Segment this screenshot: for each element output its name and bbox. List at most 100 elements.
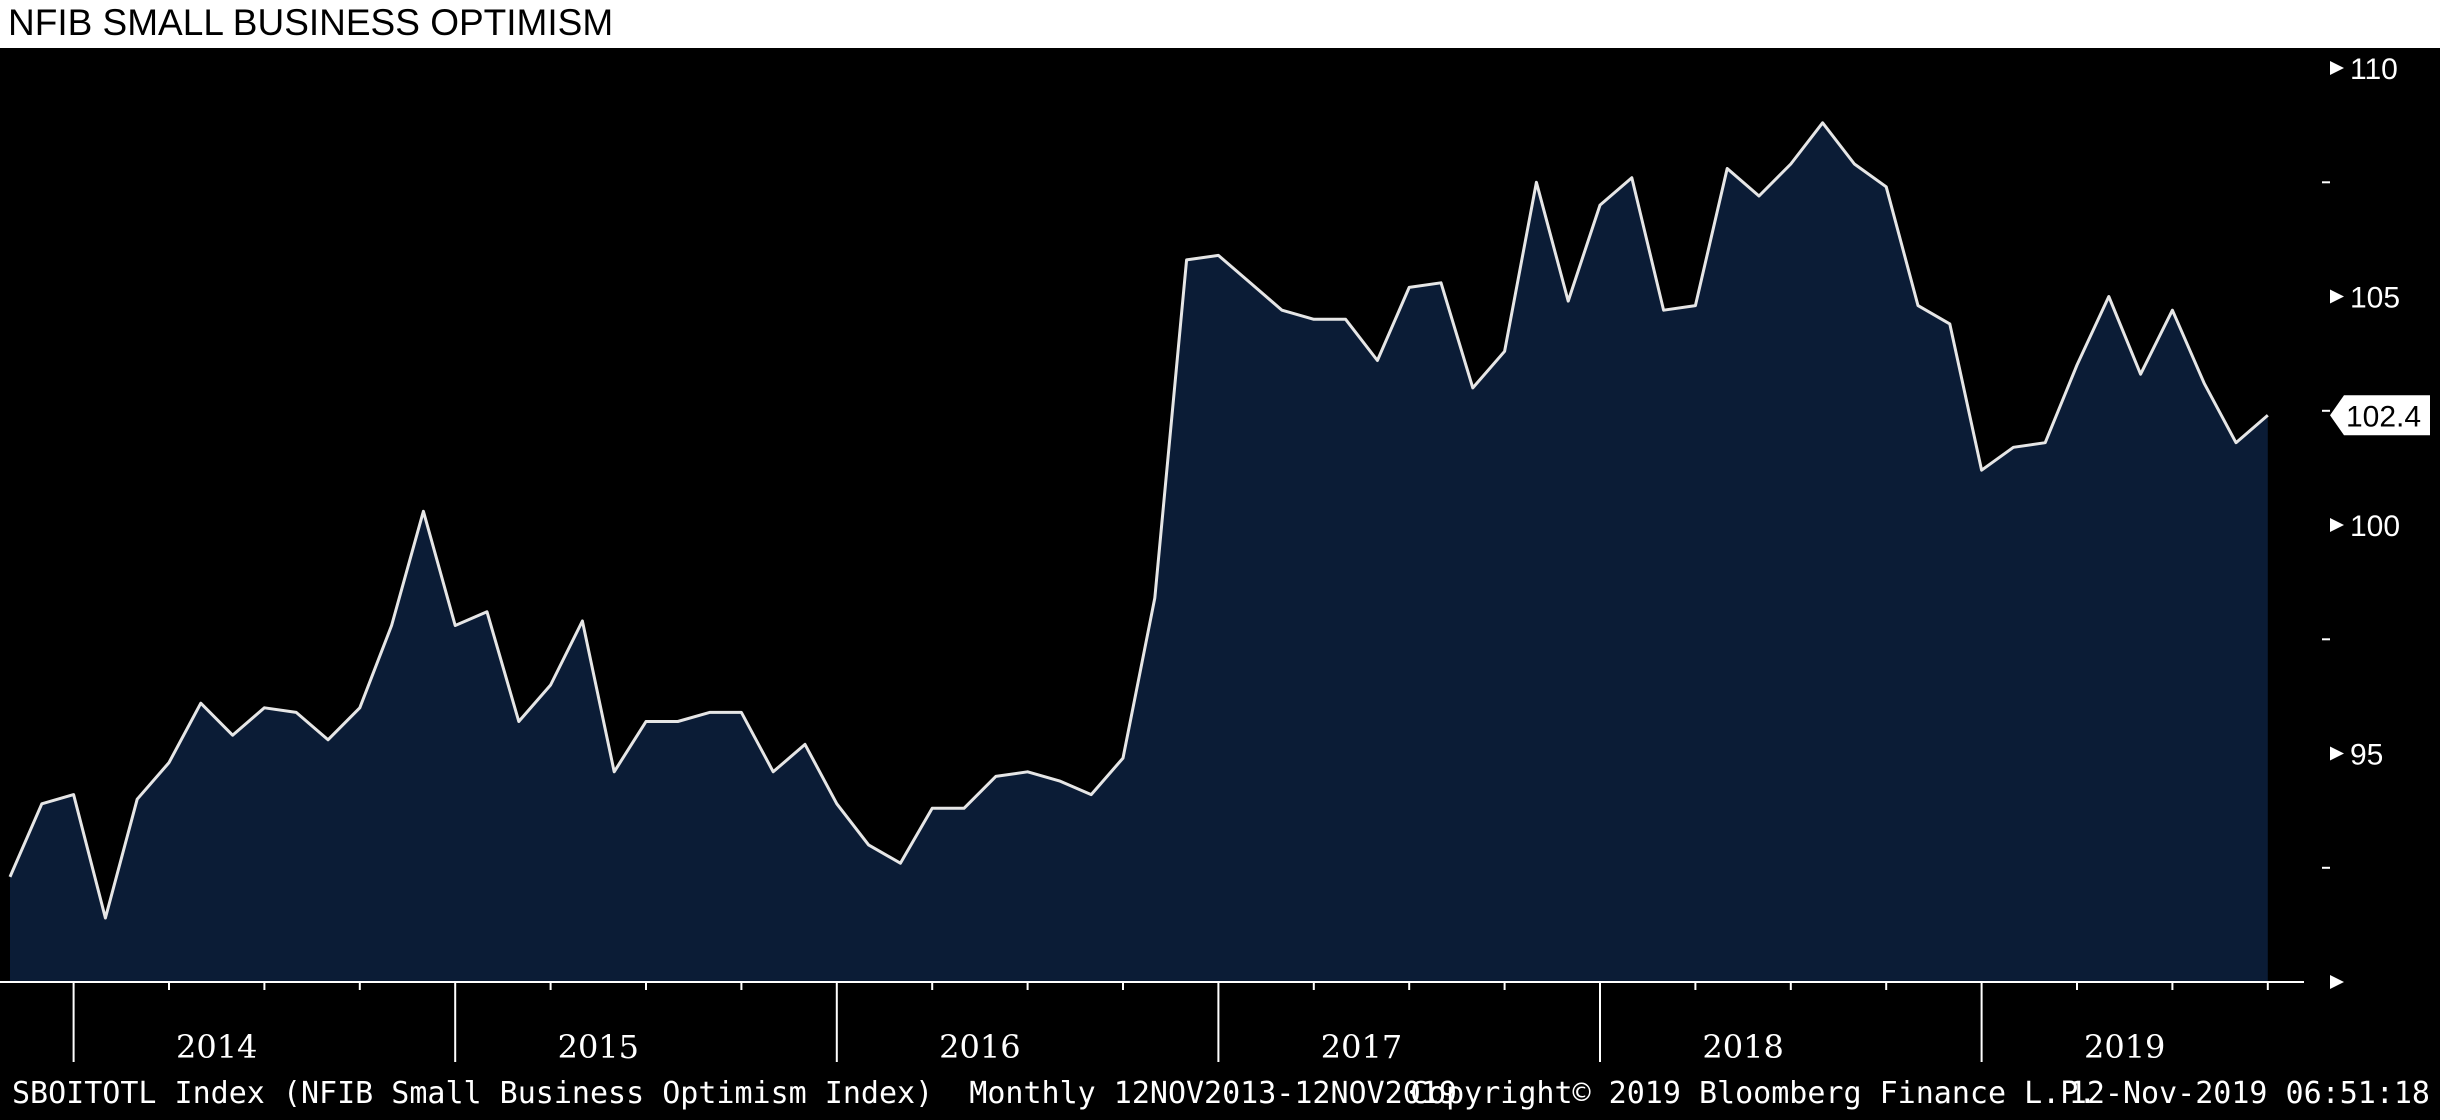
x-axis: 2014 2015 2016 2017 2018 2019 [0,981,2304,1066]
data-point [1820,120,1826,126]
data-point [707,709,713,715]
data-point [1438,280,1444,286]
data-point [929,805,935,811]
data-point [1247,280,1253,286]
y-tick-label: 105 [2350,282,2400,315]
x-tick-label: 2019 [2084,1028,2165,1066]
data-point [516,719,522,725]
data-point [230,732,236,738]
data-point [134,796,140,802]
data-point [39,801,45,807]
data-point [1692,303,1698,309]
data-point [579,618,585,624]
data-point [357,705,363,711]
data-point [1502,348,1508,354]
data-point [293,709,299,715]
x-tick-label: 2016 [939,1028,1020,1066]
data-point [1883,184,1889,190]
data-point [802,741,808,747]
y-tick-marker [2330,518,2344,532]
data-point [738,709,744,715]
data-point [2138,371,2144,377]
data-point [993,773,999,779]
data-point [1947,321,1953,327]
data-point [325,737,331,743]
x-tick-label: 2014 [176,1028,257,1066]
data-point [1279,307,1285,313]
data-point [675,719,681,725]
data-point [2265,412,2271,418]
last-value-label: 102.4 [2330,395,2430,436]
last-value-label-text: 102.4 [2346,400,2421,433]
data-point [1979,467,1985,473]
data-point [1088,792,1094,798]
data-point [1724,166,1730,172]
title-bar: NFIB SMALL BUSINESS OPTIMISM [0,0,2440,48]
chart-title: NFIB SMALL BUSINESS OPTIMISM [8,2,614,43]
y-tick-label: 95 [2350,739,2383,772]
data-point [484,609,490,615]
data-point [1056,778,1062,784]
data-point [866,842,872,848]
data-point [102,915,108,921]
data-point [1533,179,1539,185]
x-tick-label: 2015 [558,1028,639,1066]
data-point [1343,316,1349,322]
series-area-fill [10,122,2268,983]
data-point [452,623,458,629]
y-tick-label: 110 [2350,53,2398,86]
footer-copyright: Copyright© 2019 Bloomberg Finance L.P. [1410,1076,2096,1111]
data-point [2233,440,2239,446]
data-point [1152,595,1158,601]
data-point [2042,440,2048,446]
data-point [2169,307,2175,313]
data-point [7,874,13,880]
data-point [1565,298,1571,304]
data-point [166,760,172,766]
data-point [389,623,395,629]
last-value-label-box [2330,395,2430,436]
data-point [1756,193,1762,199]
data-point [548,682,554,688]
data-point [2201,380,2207,386]
data-point [961,805,967,811]
data-point [1025,769,1031,775]
data-point [1851,161,1857,167]
data-point [834,801,840,807]
data-point [420,508,426,514]
x-tick-label: 2018 [1702,1028,1783,1066]
data-point [1470,385,1476,391]
data-point [1661,307,1667,313]
data-point [2010,444,2016,450]
data-point [198,700,204,706]
data-point [2074,362,2080,368]
data-point [897,860,903,866]
data-point [1629,175,1635,181]
data-point [261,705,267,711]
data-point [2106,294,2112,300]
data-point [643,719,649,725]
data-point [1374,358,1380,364]
data-point [71,792,77,798]
data-point [1215,252,1221,258]
y-tick-label: 100 [2350,510,2400,543]
footer: SBOITOTL Index (NFIB Small Business Opti… [12,1076,2430,1111]
footer-series-description: SBOITOTL Index (NFIB Small Business Opti… [12,1076,1457,1111]
y-axis: 95 100 105 110 [2322,53,2400,989]
data-point [1788,161,1794,167]
y-tick-marker [2330,289,2344,304]
data-point [1120,755,1126,761]
y-tick-marker [2330,746,2344,761]
data-point [611,769,617,775]
data-point [1406,284,1412,290]
series-line [8,121,2269,920]
data-point [1597,202,1603,208]
footer-timestamp: 12-Nov-2019 06:51:18 [2069,1076,2430,1111]
data-point [1915,303,1921,309]
data-point [1311,316,1317,322]
x-tick-label: 2017 [1321,1028,1402,1066]
y-axis-base-marker [2330,975,2344,989]
y-tick-marker [2330,61,2344,75]
data-point [770,769,776,775]
